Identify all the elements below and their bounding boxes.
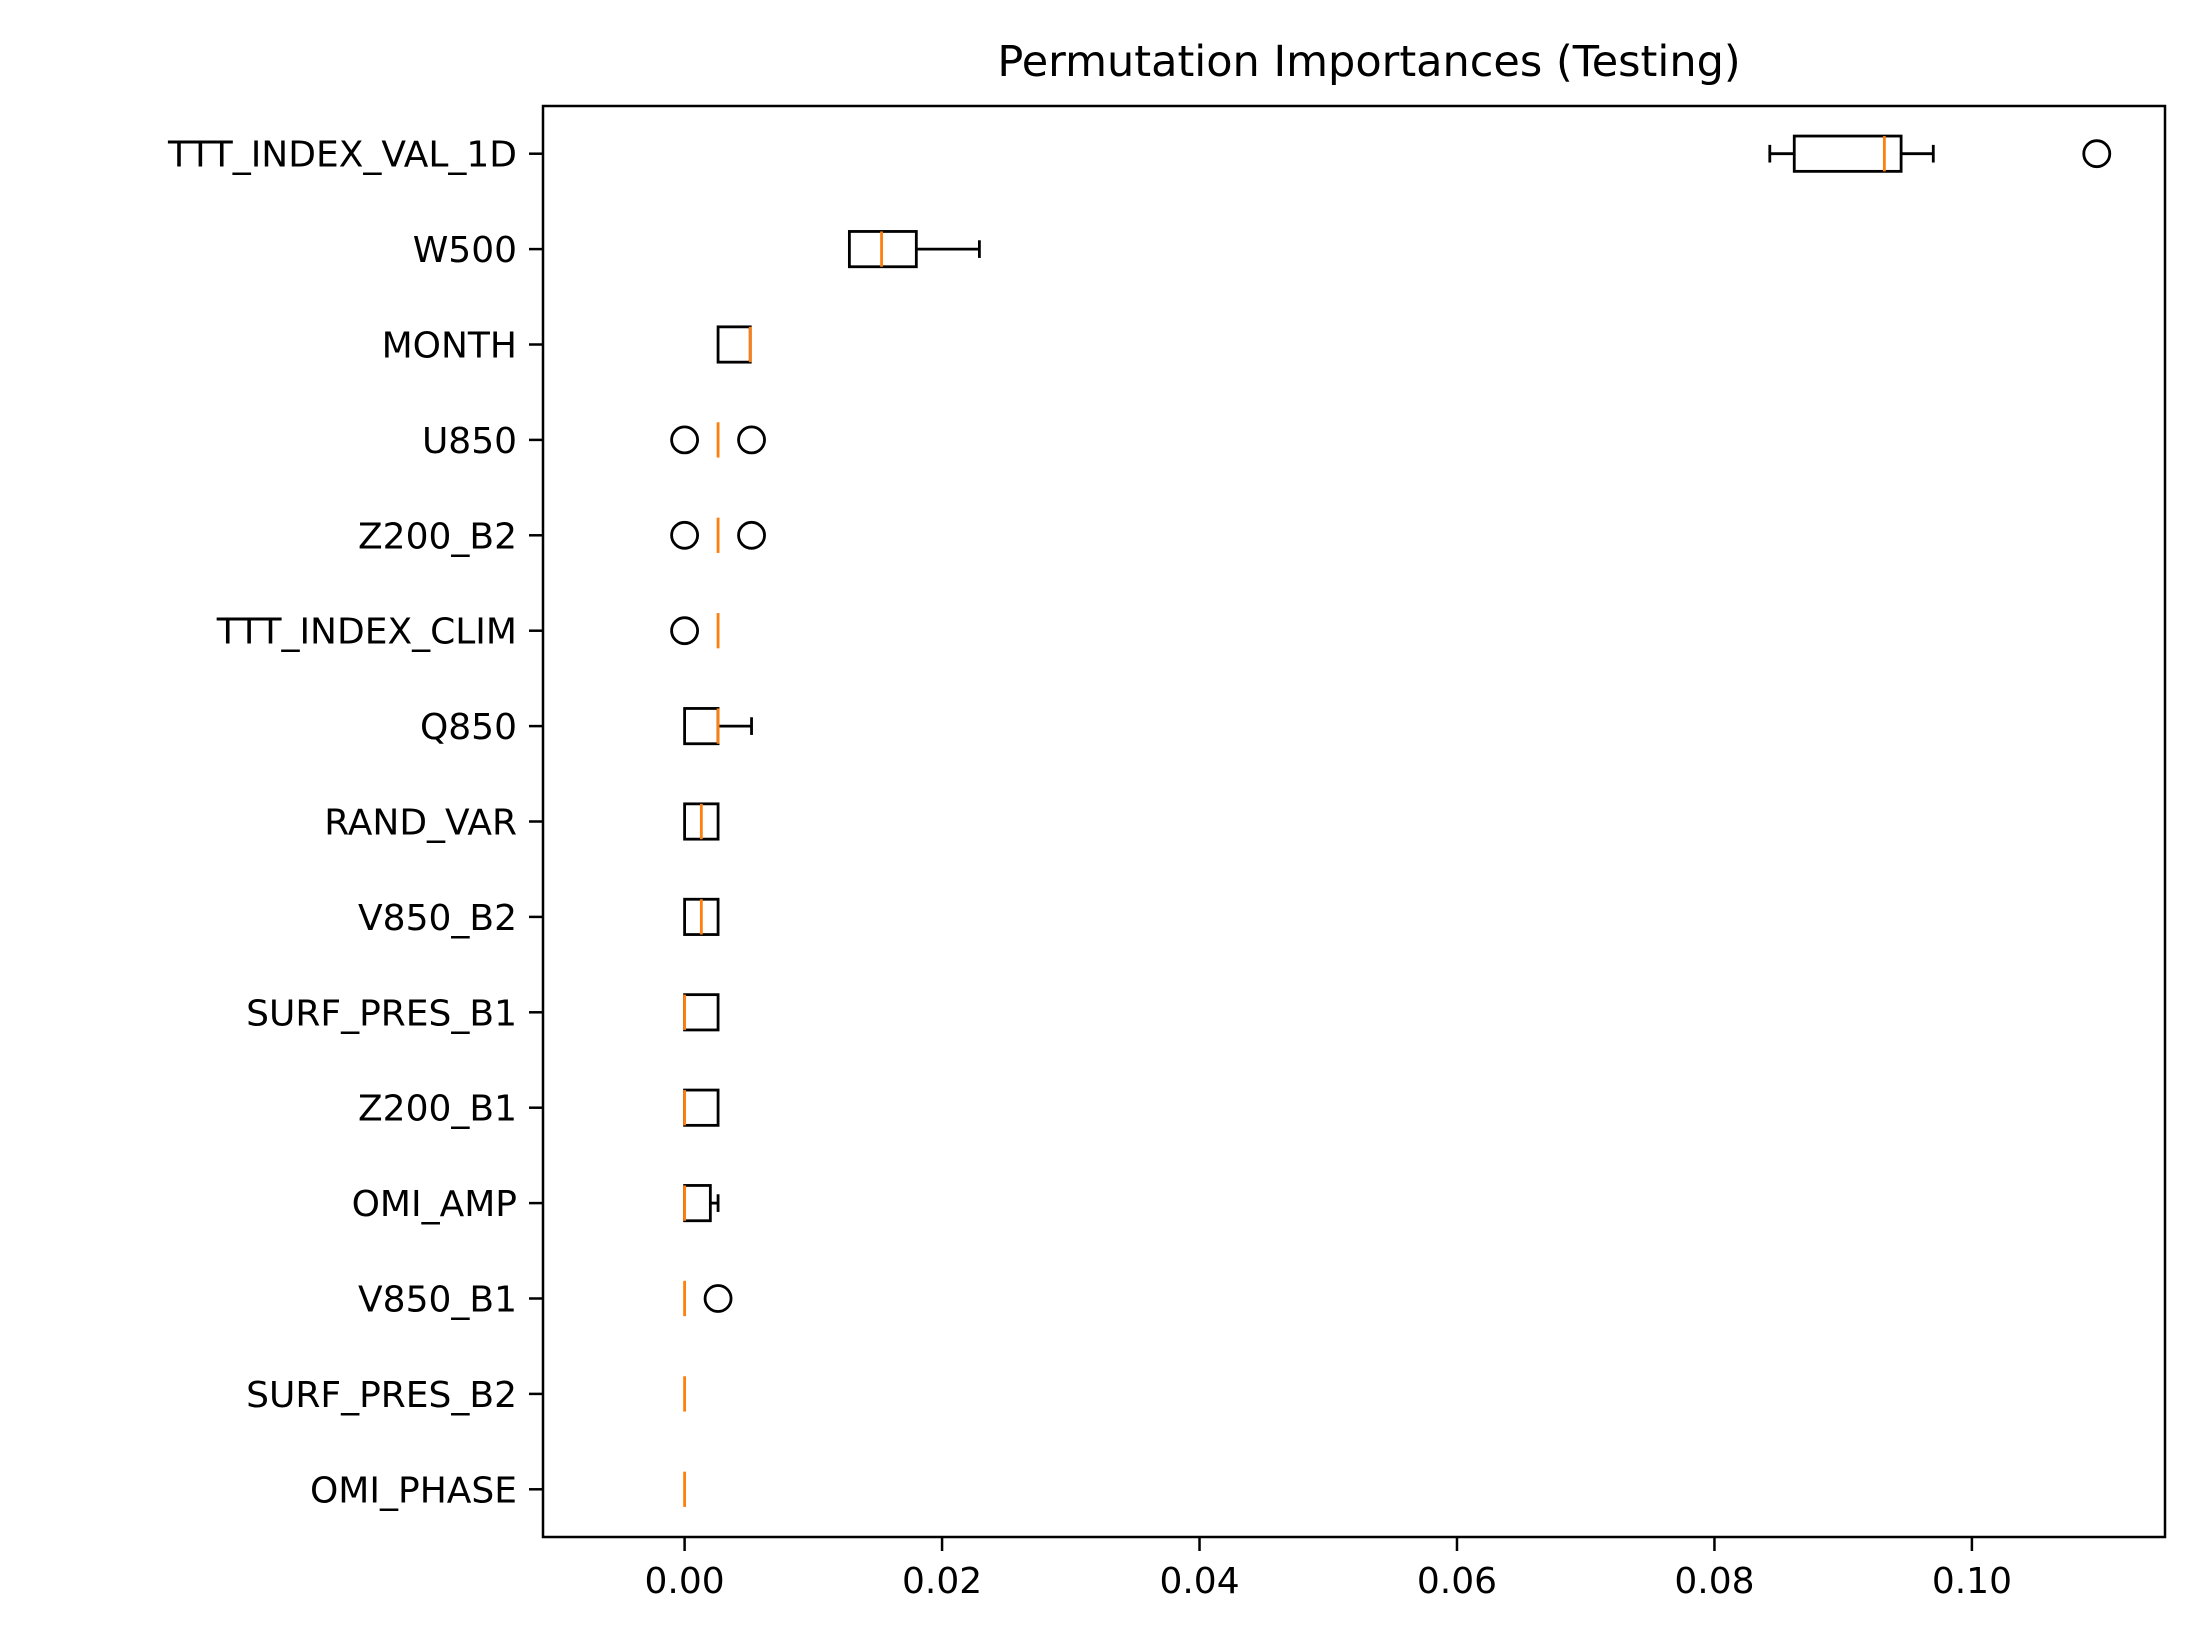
y-tick-label: Q850 <box>420 707 517 748</box>
outlier-point <box>670 425 700 455</box>
y-tick-label: V850_B1 <box>358 1280 517 1321</box>
x-tick-label: 0.10 <box>1932 1561 2012 1602</box>
y-tick-label: MONTH <box>382 326 517 367</box>
box-group <box>1768 134 2112 173</box>
x-tick-label: 0.06 <box>1417 1561 1497 1602</box>
outlier-point <box>737 425 766 455</box>
y-axis: TTT_INDEX_VAL_1D W500 MONTH U850 Z200_B2 TTT_… <box>167 135 543 1511</box>
box-group <box>683 993 720 1032</box>
outlier-point <box>670 616 700 646</box>
box-group <box>683 897 720 936</box>
y-tick-label: SURF_PRES_B1 <box>246 993 517 1034</box>
y-tick-label: RAND_VAR <box>324 803 517 844</box>
y-tick-label: Z200_B2 <box>358 516 517 557</box>
box-group <box>683 802 720 841</box>
plot-area <box>670 134 2112 1507</box>
box-group <box>716 325 752 364</box>
box-group <box>847 230 981 269</box>
outlier-point <box>2082 139 2112 169</box>
x-tick-label: 0.00 <box>645 1561 725 1602</box>
y-tick-label: U850 <box>422 421 517 462</box>
y-tick-label: OMI_AMP <box>352 1184 517 1225</box>
y-tick-label: W500 <box>413 230 517 271</box>
box-group <box>683 707 753 746</box>
x-tick-label: 0.08 <box>1674 1561 1754 1602</box>
y-tick-label: TTT_INDEX_CLIM <box>216 612 517 653</box>
box-group <box>683 1184 720 1223</box>
outlier-point <box>670 520 700 550</box>
axes-frame <box>541 104 2167 1539</box>
x-tick-label: 0.02 <box>902 1561 982 1602</box>
x-tick-label: 0.04 <box>1159 1561 1239 1602</box>
outlier-point <box>737 520 766 550</box>
box-group <box>670 517 766 553</box>
box-group <box>670 613 720 649</box>
box-group <box>670 422 766 458</box>
y-tick-label: V850_B2 <box>358 898 517 939</box>
outlier-point <box>703 1284 733 1313</box>
box-group <box>683 1088 720 1127</box>
y-tick-label: Z200_B1 <box>358 1089 517 1130</box>
box-iqr <box>1792 134 1903 173</box>
x-axis: 0.00 0.02 0.04 0.06 0.08 0.10 <box>645 1537 2012 1602</box>
y-tick-label: TTT_INDEX_VAL_1D <box>167 135 517 176</box>
y-tick-label: OMI_PHASE <box>310 1470 517 1511</box>
box-group <box>683 1280 733 1317</box>
chart-title: Permutation Importances (Testing) <box>997 37 1740 87</box>
y-tick-label: SURF_PRES_B2 <box>246 1375 517 1416</box>
